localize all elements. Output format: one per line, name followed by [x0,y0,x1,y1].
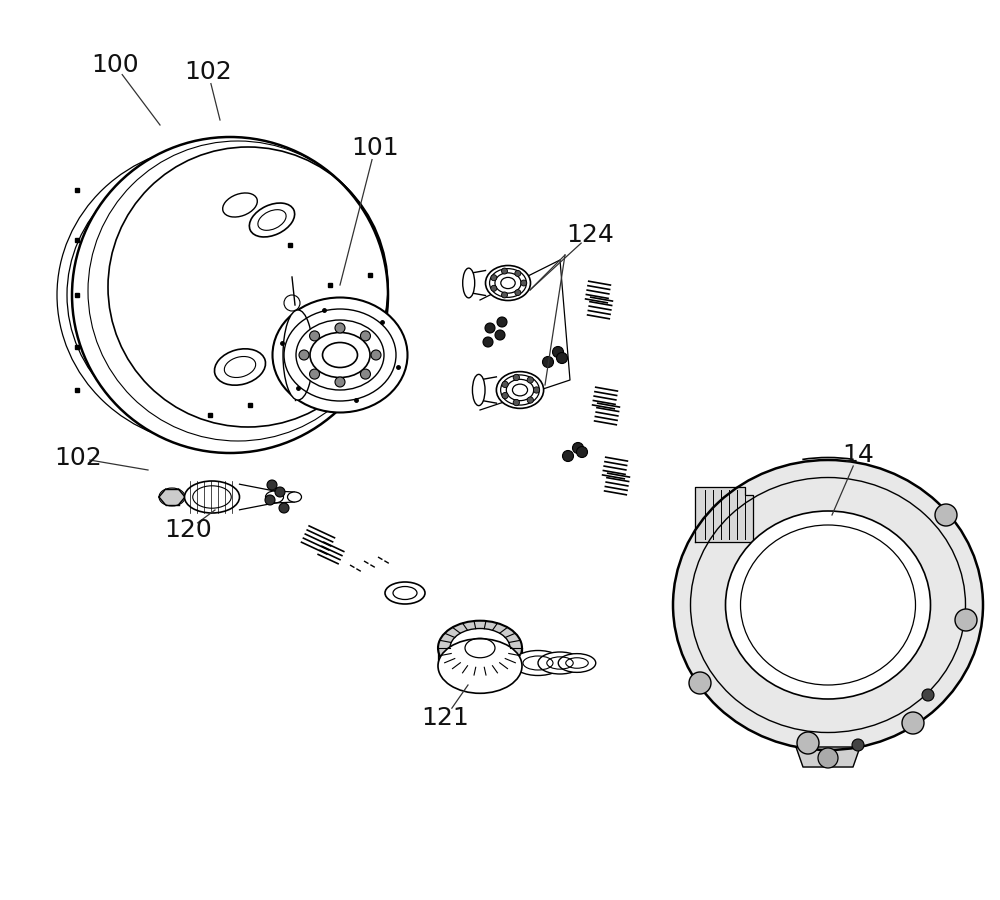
Ellipse shape [72,137,388,453]
Circle shape [497,317,507,327]
Circle shape [955,609,977,631]
Ellipse shape [283,310,313,400]
Ellipse shape [506,379,534,400]
Text: 124: 124 [566,223,614,247]
Ellipse shape [249,203,295,237]
Ellipse shape [72,137,388,453]
Circle shape [502,392,508,399]
Circle shape [501,268,507,274]
Circle shape [935,504,957,526]
Text: 101: 101 [351,136,399,160]
Ellipse shape [438,639,522,693]
Circle shape [513,374,519,381]
Ellipse shape [438,621,522,675]
Circle shape [902,712,924,734]
Ellipse shape [385,582,425,604]
Circle shape [360,369,370,379]
Circle shape [299,350,309,360]
Circle shape [485,323,495,333]
Circle shape [335,323,345,333]
Circle shape [922,689,934,701]
Ellipse shape [463,268,475,298]
Text: 102: 102 [184,60,232,84]
Circle shape [483,337,493,347]
Polygon shape [695,487,753,542]
Circle shape [310,369,320,379]
Circle shape [310,331,320,341]
Ellipse shape [513,651,563,676]
Polygon shape [796,747,860,767]
Ellipse shape [472,374,485,406]
Text: 102: 102 [54,446,102,470]
Ellipse shape [214,349,266,385]
Ellipse shape [159,488,185,506]
Ellipse shape [673,460,983,750]
Circle shape [552,346,564,357]
Circle shape [533,387,540,393]
Circle shape [572,443,584,454]
Text: 121: 121 [421,706,469,730]
Circle shape [279,503,289,513]
Circle shape [542,356,554,367]
Circle shape [576,446,588,457]
Circle shape [502,382,508,388]
Text: 14: 14 [842,443,874,467]
Ellipse shape [184,481,240,513]
Ellipse shape [322,343,358,367]
Circle shape [556,353,568,364]
Circle shape [265,495,275,505]
Circle shape [521,280,527,286]
Circle shape [527,397,533,403]
Circle shape [267,480,277,490]
Ellipse shape [296,320,384,390]
Circle shape [852,739,864,751]
Circle shape [562,451,574,462]
Ellipse shape [486,266,530,301]
Circle shape [335,377,345,387]
Circle shape [797,732,819,754]
Circle shape [689,672,711,694]
Circle shape [491,274,497,281]
Ellipse shape [450,628,510,668]
Ellipse shape [538,652,582,674]
Ellipse shape [558,653,596,672]
Ellipse shape [495,273,521,293]
Circle shape [527,377,533,383]
Circle shape [515,290,521,295]
Ellipse shape [266,491,284,503]
Text: 120: 120 [164,518,212,542]
Circle shape [491,285,497,292]
Ellipse shape [496,372,544,409]
Text: 100: 100 [91,53,139,77]
Circle shape [515,270,521,276]
Circle shape [501,292,507,298]
Circle shape [360,331,370,341]
Circle shape [275,487,285,497]
Ellipse shape [726,511,930,699]
Ellipse shape [288,492,302,502]
Circle shape [513,400,519,406]
Circle shape [371,350,381,360]
Ellipse shape [272,298,408,412]
Ellipse shape [223,193,257,217]
Circle shape [818,748,838,768]
Circle shape [495,330,505,340]
